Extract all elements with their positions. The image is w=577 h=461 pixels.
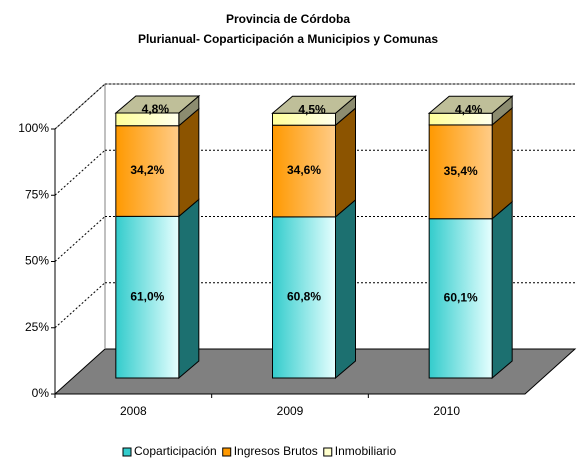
data-label: 60,1% [444,291,478,305]
bar-side [491,200,513,380]
data-label: 4,5% [298,102,326,116]
y-tick-label: 0% [32,386,50,400]
bar-side [335,198,356,380]
x-tick-label: 2008 [120,404,147,418]
data-label: 4,8% [142,102,170,116]
grid-line [54,83,106,130]
y-tick-label: 25% [25,320,49,334]
grid-line [54,149,106,196]
bar [272,216,336,379]
data-label: 34,2% [130,163,164,177]
legend-label: Ingresos Brutos [234,444,318,458]
y-tick-label: 50% [25,254,49,268]
legend-marker [222,447,232,457]
data-label: 4,4% [455,102,483,116]
x-tick-label: 2009 [277,404,304,418]
grid-line [54,216,106,262]
chart-title: Provincia de Córdoba [226,12,350,26]
legend-marker [122,447,132,457]
bar [115,125,180,217]
bar-top [271,95,357,114]
legend-marker [323,447,333,457]
bar-side [178,107,200,218]
legend-label: Coparticipación [134,444,217,458]
data-label: 61,0% [130,289,164,303]
y-tick-label: 75% [25,187,49,201]
data-label: 34,6% [287,163,321,177]
bar-top [114,95,201,114]
y-tick-label: 100% [18,121,49,135]
chart-subtitle: Plurianual- Coparticipación a Municipios… [138,32,438,46]
bar-side [335,107,356,218]
bar-side [491,106,513,220]
bar [428,124,493,220]
bar-side [178,198,200,380]
data-label: 60,8% [287,290,321,304]
data-label: 35,4% [444,164,478,178]
x-tick-label: 2010 [433,404,460,418]
bar-top [427,95,514,114]
grid-line [54,282,106,329]
bar [115,215,180,379]
legend-label: Inmobiliario [335,444,397,458]
